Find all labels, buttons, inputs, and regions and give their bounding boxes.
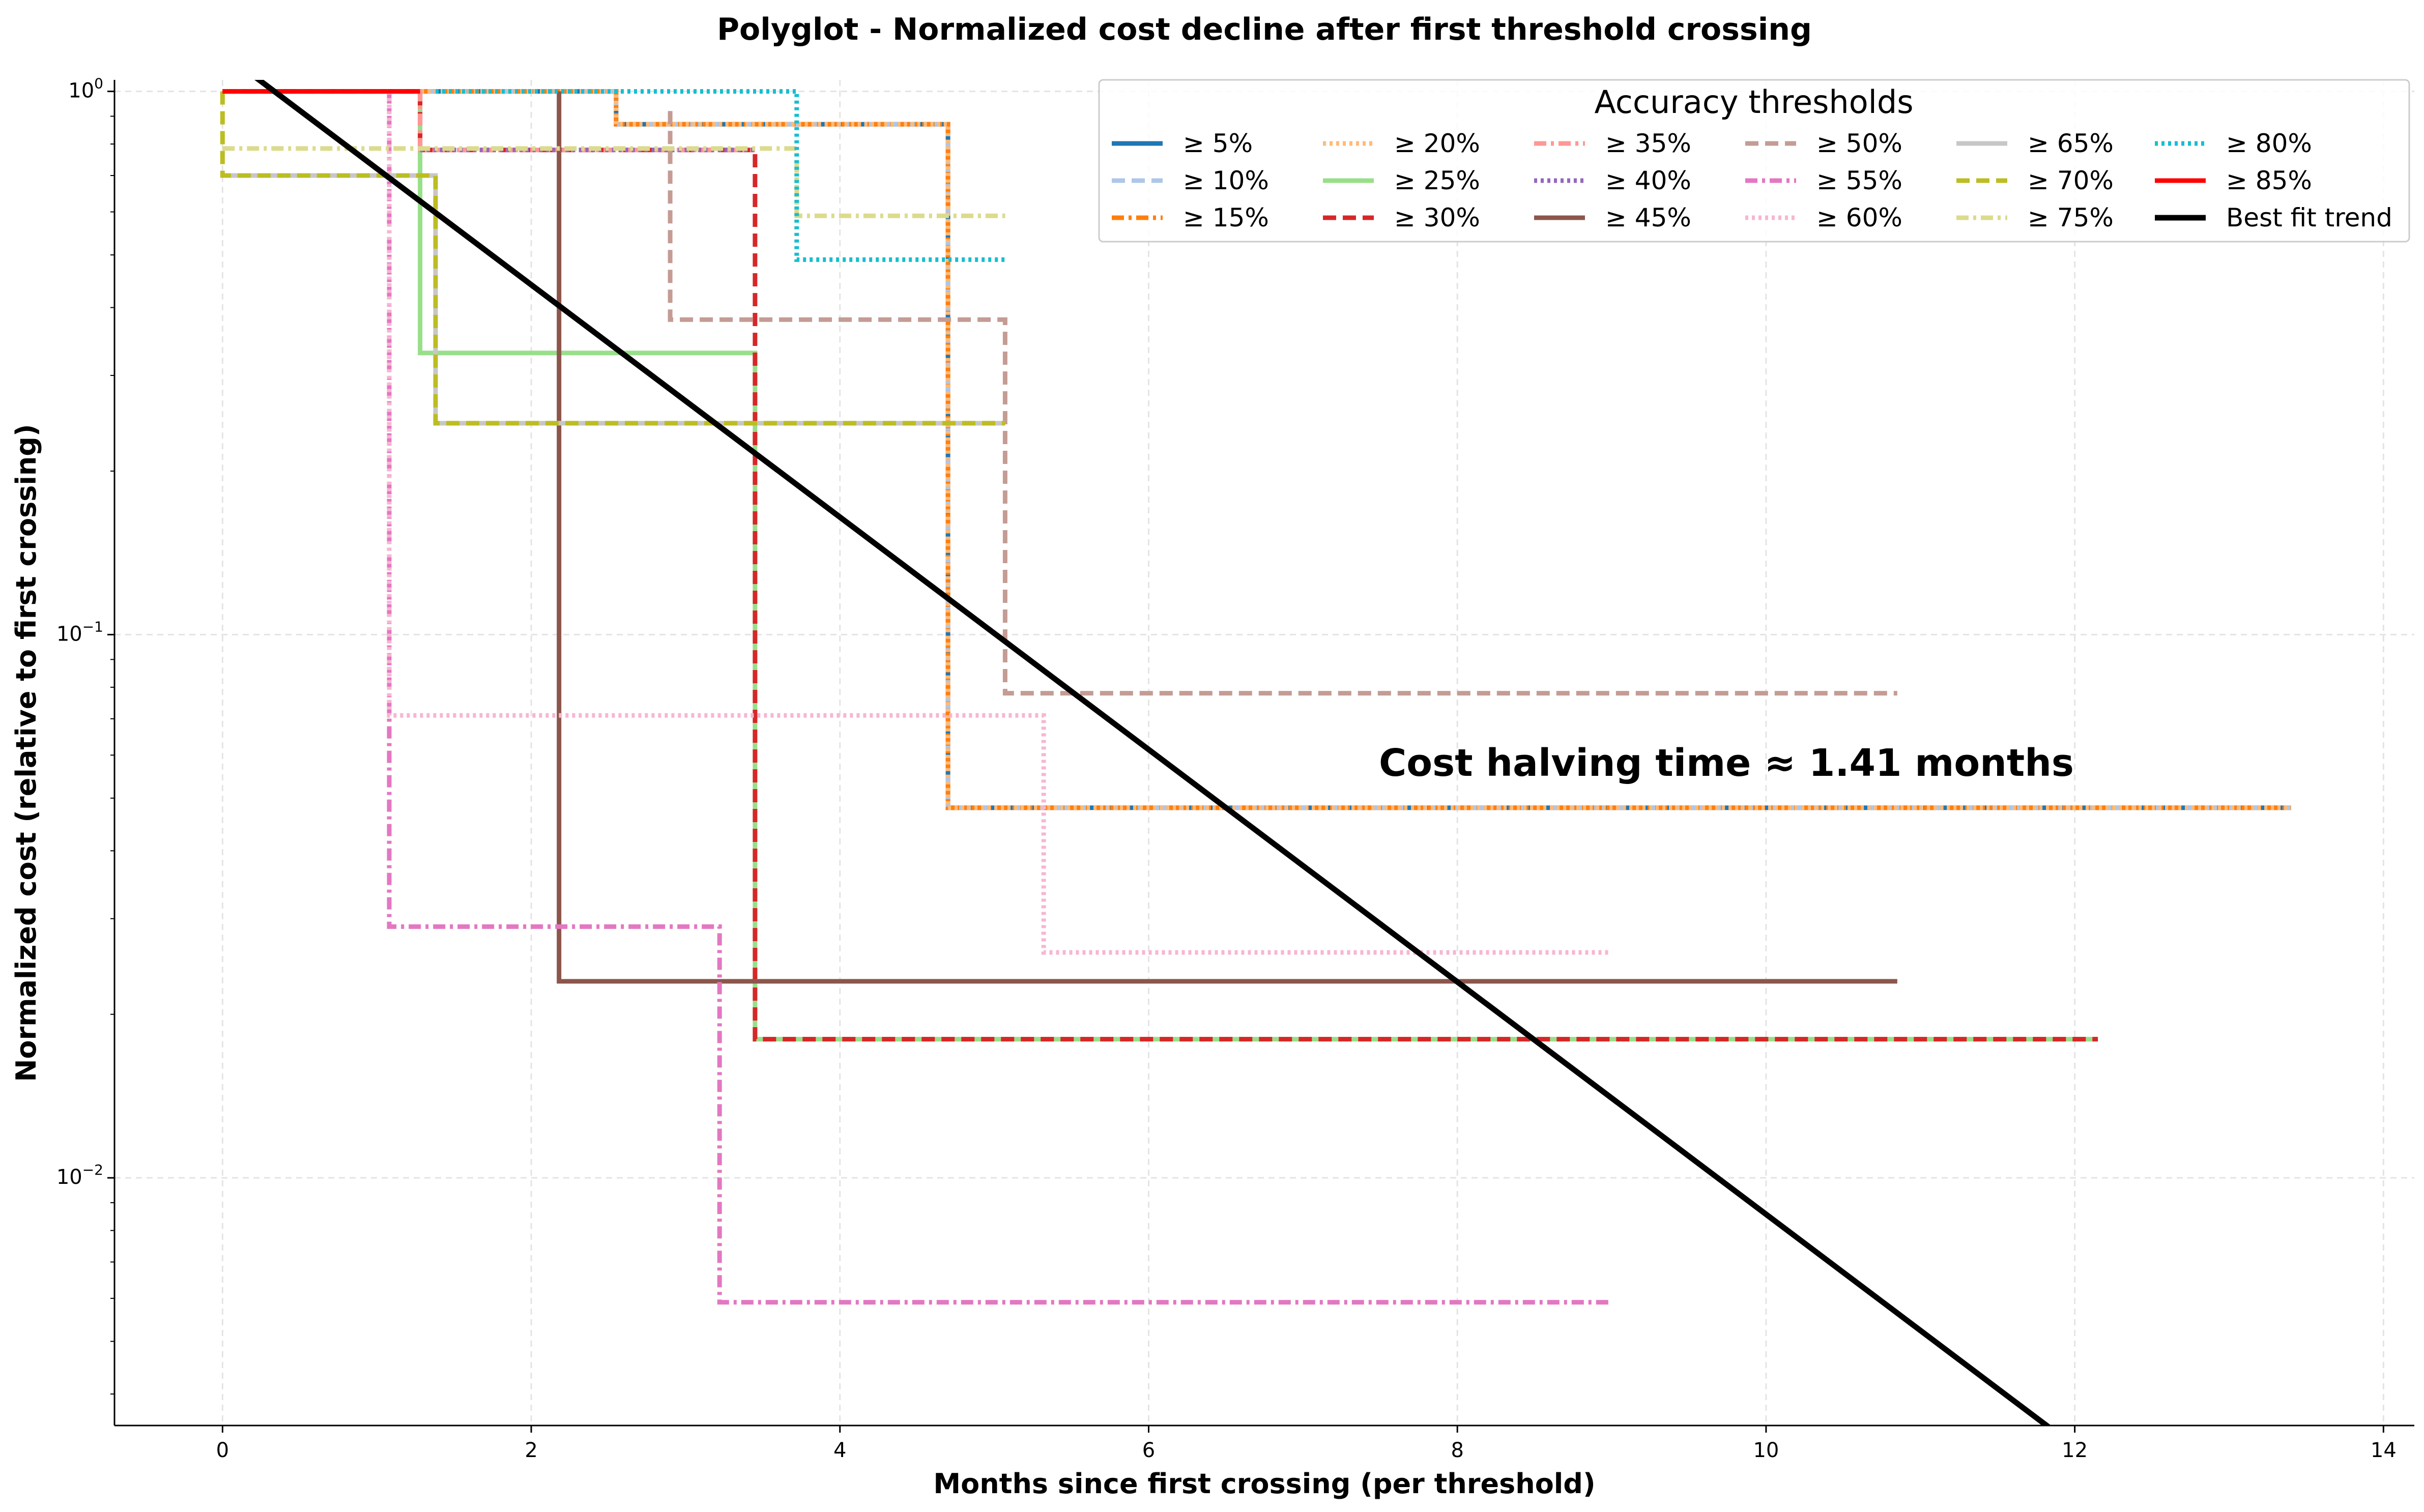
legend-label-ge-45pct: ≥ 45% xyxy=(1605,203,1691,232)
legend-label-ge-40pct: ≥ 40% xyxy=(1605,166,1691,195)
legend-label-ge-5pct: ≥ 5% xyxy=(1183,129,1253,158)
series-line-ge-60pct xyxy=(387,91,1612,955)
y-tick-label: 10−2 xyxy=(56,1161,103,1189)
series-line-ge-45pct xyxy=(557,91,1897,984)
y-tick-label: 10−1 xyxy=(56,618,103,646)
x-tick-label: 0 xyxy=(216,1439,229,1462)
x-tick-label: 14 xyxy=(2371,1439,2397,1462)
legend-label-ge-35pct: ≥ 35% xyxy=(1605,129,1691,158)
x-tick-label: 10 xyxy=(1753,1439,1779,1462)
legend-items: ≥ 5% ≥ 10% ≥ 15% ≥ 20% ≥ 25% ≥ 30% ≥ 35% ≥ 40% ≥… xyxy=(1112,129,2392,232)
legend-label-ge-85pct: ≥ 85% xyxy=(2226,166,2312,195)
x-tick-label: 6 xyxy=(1142,1439,1155,1462)
legend-label-ge-80pct: ≥ 80% xyxy=(2226,129,2312,158)
halving-time-annotation: Cost halving time ≈ 1.41 months xyxy=(1379,741,2074,785)
x-tick-label: 12 xyxy=(2062,1439,2088,1462)
legend-label-best-fit-trend: Best fit trend xyxy=(2226,203,2392,232)
axis-ticks: 0 2 4 6 8 10 12 14 100 10−1 10−2 xyxy=(56,75,2397,1462)
y-axis-label: Normalized cost (relative to first cross… xyxy=(10,424,42,1082)
legend-label-ge-50pct: ≥ 50% xyxy=(1816,129,1902,158)
series-line-ge-70pct xyxy=(220,91,1005,426)
legend-label-ge-30pct: ≥ 30% xyxy=(1394,203,1480,232)
legend-label-ge-10pct: ≥ 10% xyxy=(1183,166,1269,195)
x-tick-label: 2 xyxy=(525,1439,537,1462)
legend: Accuracy thresholds ≥ 5%≥ 10%≥ 15%≥ 20%≥… xyxy=(1098,79,2410,243)
legend-label-ge-75pct: ≥ 75% xyxy=(2028,203,2114,232)
legend-label-ge-60pct: ≥ 60% xyxy=(1816,203,1902,232)
legend-label-ge-65pct: ≥ 65% xyxy=(2028,129,2114,158)
axes xyxy=(113,80,2414,1427)
x-tick-label: 4 xyxy=(833,1439,846,1462)
legend-title: Accuracy thresholds xyxy=(1594,83,1913,121)
legend-label-ge-70pct: ≥ 70% xyxy=(2028,166,2114,195)
series-line-ge-75pct xyxy=(222,146,1005,218)
legend-label-ge-55pct: ≥ 55% xyxy=(1816,166,1902,195)
series-lines xyxy=(220,80,2291,1426)
legend-label-ge-25pct: ≥ 25% xyxy=(1394,166,1480,195)
legend-frame xyxy=(1098,79,2410,243)
chart-title: Polyglot - Normalized cost decline after… xyxy=(717,12,1812,47)
series-line-ge-50pct xyxy=(668,111,1897,696)
x-tick-label: 8 xyxy=(1451,1439,1463,1462)
series-line-ge-80pct xyxy=(436,89,1005,262)
series-line-best-fit-trend xyxy=(254,80,2052,1426)
y-tick-label: 100 xyxy=(68,75,103,103)
legend-label-ge-20pct: ≥ 20% xyxy=(1394,129,1480,158)
x-axis-label: Months since first crossing (per thresho… xyxy=(933,1468,1595,1500)
legend-label-ge-15pct: ≥ 15% xyxy=(1183,203,1269,232)
